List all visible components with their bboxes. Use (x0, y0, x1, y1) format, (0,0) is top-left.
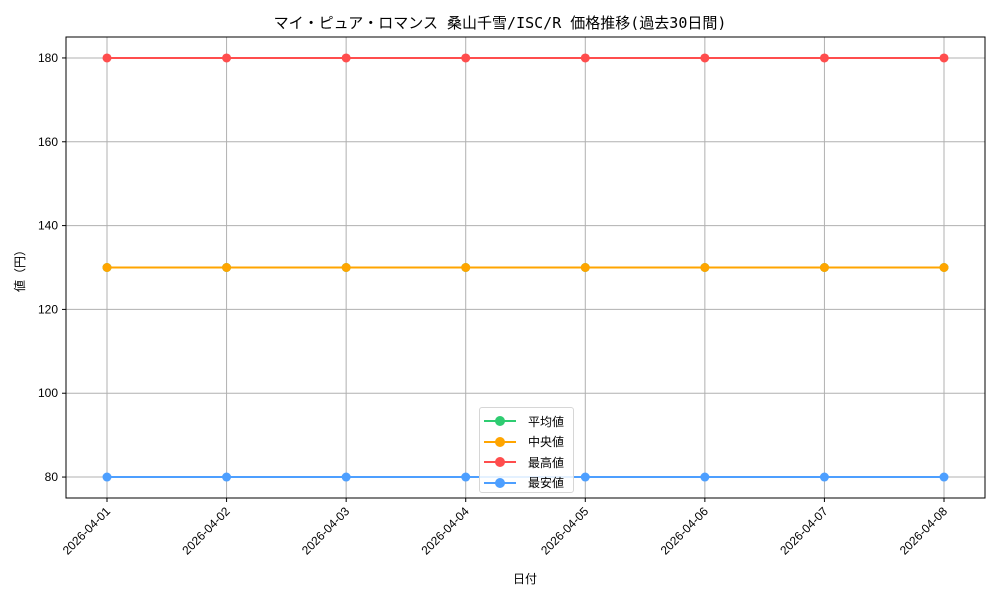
data-point-marker (580, 263, 590, 272)
y-tick-label: 80 (45, 470, 59, 484)
x-tick-label: 2026-04-03 (299, 504, 353, 558)
data-point-marker (700, 263, 710, 272)
x-tick-label: 2026-04-08 (897, 504, 951, 558)
data-point-marker (819, 472, 829, 482)
legend-marker-icon (484, 415, 516, 427)
y-tick-label: 120 (38, 302, 58, 316)
legend-marker-icon (484, 436, 516, 448)
legend-item: 平均値 (484, 411, 573, 432)
legend-item: 中央値 (484, 432, 573, 453)
legend-label: 中央値 (528, 435, 565, 450)
data-point-marker (939, 472, 949, 482)
data-point-marker (461, 53, 471, 63)
y-axis-label: 値（円） (12, 244, 27, 292)
legend: 平均値中央値最高値最安値 (479, 407, 574, 493)
x-tick-label: 2026-04-06 (658, 504, 712, 558)
x-axis-label: 日付 (513, 572, 537, 586)
legend-label: 平均値 (528, 414, 565, 429)
data-point-marker (700, 472, 710, 482)
data-point-marker (102, 53, 112, 63)
legend-marker-icon (484, 456, 516, 468)
chart-title: マイ・ピュア・ロマンス 桑山千雪/ISC/R 価格推移(過去30日間) (273, 14, 727, 32)
data-point-marker (819, 53, 829, 63)
legend-marker-icon (484, 477, 516, 489)
x-tick-label: 2026-04-02 (179, 504, 233, 558)
data-series (102, 53, 949, 482)
y-tick-label: 180 (38, 51, 58, 65)
data-point-marker (341, 53, 351, 63)
data-point-marker (819, 263, 829, 272)
y-tick-label: 140 (38, 219, 58, 233)
legend-label: 最高値 (528, 455, 565, 470)
legend-item: 最高値 (484, 452, 573, 473)
data-point-marker (461, 472, 471, 482)
y-axis-ticks: 80 100 120 140 160 180 (38, 51, 66, 484)
legend-item: 最安値 (484, 473, 573, 494)
legend-label: 最安値 (528, 476, 565, 491)
x-tick-label: 2026-04-04 (419, 504, 473, 558)
data-point-marker (341, 472, 351, 482)
data-point-marker (700, 53, 710, 63)
data-point-marker (102, 472, 112, 482)
series-line (102, 263, 949, 272)
data-point-marker (222, 53, 232, 63)
data-point-marker (580, 53, 590, 63)
y-tick-label: 100 (38, 386, 58, 400)
data-point-marker (222, 263, 232, 272)
y-tick-label: 160 (38, 135, 58, 149)
x-tick-label: 2026-04-07 (777, 504, 831, 558)
plot-frame (65, 36, 986, 499)
series-line (102, 53, 949, 63)
x-tick-label: 2026-04-01 (60, 504, 114, 558)
data-point-marker (939, 263, 949, 272)
data-point-marker (939, 53, 949, 63)
x-axis-ticks: 2026-04-01 2026-04-02 2026-04-03 2026-04-04… (60, 498, 951, 558)
x-tick-label: 2026-04-05 (538, 504, 592, 558)
data-point-marker (222, 472, 232, 482)
data-point-marker (580, 472, 590, 482)
data-point-marker (341, 263, 351, 272)
data-point-marker (102, 263, 112, 272)
data-point-marker (461, 263, 471, 272)
